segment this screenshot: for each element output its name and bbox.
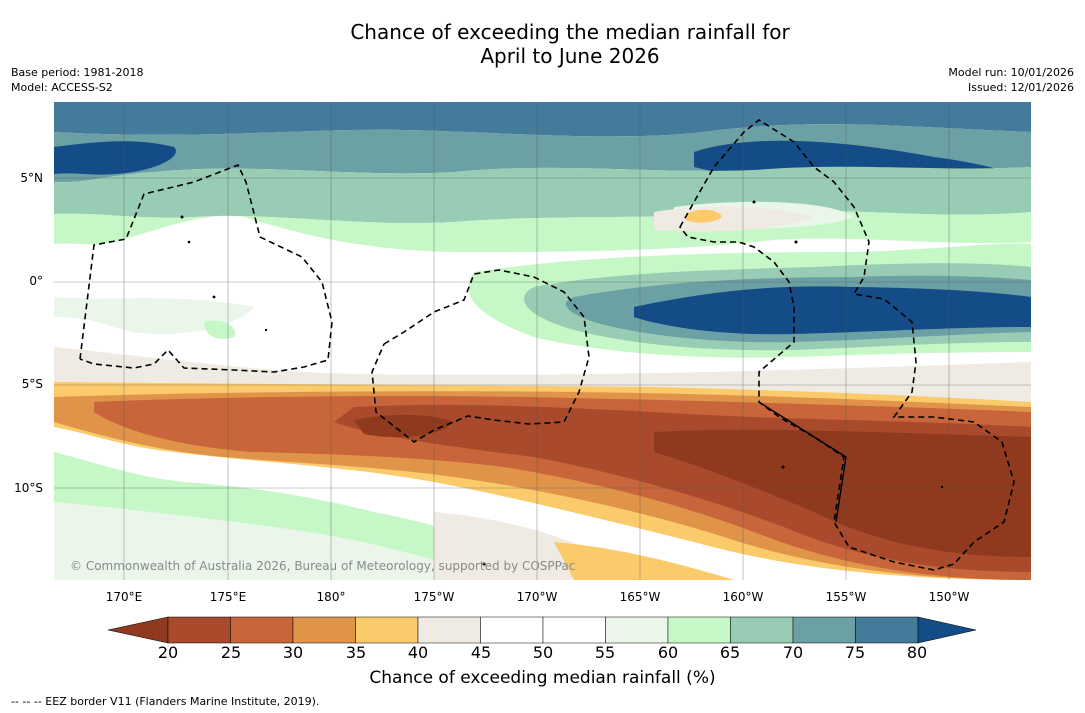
colorbar-cell	[480, 616, 544, 644]
cbar-tick-30: 30	[282, 643, 304, 662]
colorbar-cell	[292, 616, 356, 644]
cbar-tick-65: 65	[719, 643, 741, 662]
band-south-20	[654, 429, 1031, 557]
colorbar-cell	[605, 616, 669, 644]
cbar-tick-25: 25	[220, 643, 242, 662]
model-run: Model run: 10/01/2026	[948, 66, 1074, 79]
cbar-tick-40: 40	[407, 643, 429, 662]
colorbar-cell	[167, 616, 231, 644]
lon-label-155w: 155°W	[825, 590, 867, 604]
colorbar	[107, 615, 978, 645]
colorbar-title: Chance of exceeding median rainfall (%)	[369, 668, 716, 688]
model-name: Model: ACCESS-S2	[11, 81, 113, 94]
lon-label-180: 180°	[316, 590, 346, 604]
band-sw-55	[54, 502, 494, 580]
eez-legend-note: -- -- -- EEZ border V11 (Flanders Marine…	[11, 695, 320, 708]
eez-solid-segment	[758, 401, 847, 523]
issued-date: Issued: 12/01/2026	[967, 81, 1074, 94]
cbar-tick-50: 50	[532, 643, 554, 662]
cbar-tick-75: 75	[844, 643, 866, 662]
cbar-tick-45: 45	[470, 643, 492, 662]
lon-label-150w: 150°W	[928, 590, 970, 604]
cbar-tick-60: 60	[657, 643, 679, 662]
colorbar-extend-low	[107, 616, 169, 644]
lat-label-0: 0°	[29, 274, 43, 288]
cbar-tick-80: 80	[906, 643, 928, 662]
band-south-20b	[354, 414, 454, 438]
colorbar-cell	[792, 616, 856, 644]
base-period: Base period: 1981-2018	[11, 66, 144, 79]
colorbar-cell	[730, 616, 794, 644]
lon-label-175w: 175°W	[413, 590, 455, 604]
colorbar-cell	[542, 616, 606, 644]
lon-label-160w: 160°W	[722, 590, 764, 604]
band-sw-40	[554, 542, 734, 580]
colorbar-cell	[230, 616, 294, 644]
band-north-75	[54, 102, 1031, 137]
lon-label-170w: 170°W	[516, 590, 558, 604]
lon-label-175e: 175°E	[209, 590, 247, 604]
band-north-40	[686, 209, 722, 223]
meta-left: Base period: 1981-2018 Model: ACCESS-S2	[11, 65, 143, 95]
islands	[180, 200, 944, 566]
colorbar-extend-high	[917, 616, 977, 644]
meta-right: Model run: 10/01/2026 Issued: 12/01/2026	[948, 65, 1074, 95]
rainfall-map: © Commonwealth of Australia 2026, Bureau…	[54, 102, 1031, 580]
map-title-line2: April to June 2026	[480, 44, 660, 68]
band-eq-60-mid	[204, 320, 235, 339]
eez-kiribati-gilberts	[79, 163, 333, 373]
eez-phoenix	[371, 269, 590, 443]
cbar-tick-70: 70	[782, 643, 804, 662]
lat-label-10s: 10°S	[14, 481, 43, 495]
eez-line-islands	[679, 119, 1015, 571]
cbar-tick-55: 55	[594, 643, 616, 662]
lon-label-170e: 170°E	[105, 590, 143, 604]
cbar-tick-20: 20	[157, 643, 179, 662]
colorbar-cell	[417, 616, 481, 644]
cbar-tick-35: 35	[345, 643, 367, 662]
map-title-line1: Chance of exceeding the median rainfall …	[350, 20, 790, 44]
colorbar-cell	[355, 616, 419, 644]
rainfall-map-svg	[54, 102, 1031, 580]
band-eq-80	[634, 286, 1031, 335]
lat-label-5n: 5°N	[20, 171, 43, 185]
eez-borders	[79, 119, 1015, 571]
lat-label-5s: 5°S	[21, 377, 43, 391]
colorbar-svg	[107, 616, 977, 644]
lon-label-165w: 165°W	[619, 590, 661, 604]
map-title: Chance of exceeding the median rainfall …	[0, 20, 1085, 68]
colorbar-cell	[667, 616, 731, 644]
colorbar-cell	[855, 616, 919, 644]
copyright-notice: © Commonwealth of Australia 2026, Bureau…	[70, 559, 576, 573]
band-eq-60-west	[54, 297, 254, 335]
band-north-80a	[54, 141, 176, 175]
